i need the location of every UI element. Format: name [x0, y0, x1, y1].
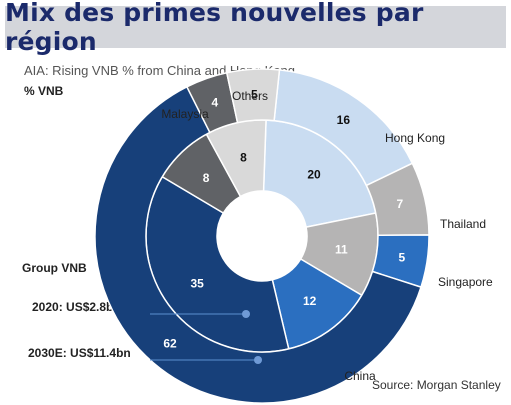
page-title: Mix des primes nouvelles par région — [5, 0, 424, 56]
category-label-thailand: Thailand — [440, 217, 486, 231]
value-label-inner-hong-kong: 20 — [307, 168, 321, 182]
value-label-inner-others: 8 — [240, 151, 247, 165]
value-label-inner-singapore: 12 — [303, 294, 317, 308]
ring-label-2030: 2030E: US$11.4bn — [28, 346, 131, 360]
value-label-outer-hong-kong: 16 — [337, 113, 351, 127]
category-label-china: China — [344, 369, 376, 383]
ring-label-2020: 2020: US$2.8bn — [32, 300, 121, 314]
unit-label: % VNB — [24, 84, 64, 98]
ring-leader-dot-0 — [242, 310, 250, 318]
source-note: Source: Morgan Stanley — [372, 378, 501, 392]
value-label-inner-malaysia: 8 — [203, 171, 210, 185]
slice-outer-china — [94, 85, 422, 404]
slice-outer-others — [225, 68, 281, 124]
category-label-others: Others — [232, 89, 268, 103]
category-label-hong-kong: Hong Kong — [385, 131, 445, 145]
value-label-inner-china: 35 — [190, 277, 204, 291]
title-banner: Mix des primes nouvelles par région — [5, 0, 506, 56]
ring-leader-dot-1 — [254, 356, 262, 364]
value-label-inner-thailand: 11 — [335, 243, 348, 257]
category-label-malaysia: Malaysia — [161, 107, 209, 121]
value-label-outer-thailand: 7 — [396, 197, 403, 211]
value-label-outer-china: 62 — [163, 337, 177, 351]
category-label-singapore: Singapore — [438, 275, 493, 289]
group-vnb-label: Group VNB — [22, 261, 87, 275]
value-label-outer-malaysia: 4 — [212, 96, 219, 110]
value-label-outer-others: 5 — [251, 88, 258, 102]
value-label-outer-singapore: 5 — [399, 250, 406, 264]
